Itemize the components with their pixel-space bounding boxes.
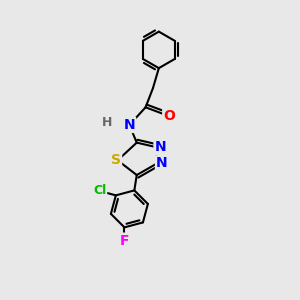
- Text: H: H: [102, 116, 112, 128]
- Text: S: S: [111, 153, 121, 167]
- Text: F: F: [120, 234, 129, 248]
- Text: N: N: [154, 140, 166, 154]
- Text: N: N: [156, 156, 168, 170]
- Text: O: O: [163, 109, 175, 123]
- Text: Cl: Cl: [93, 184, 106, 197]
- Text: N: N: [124, 118, 135, 132]
